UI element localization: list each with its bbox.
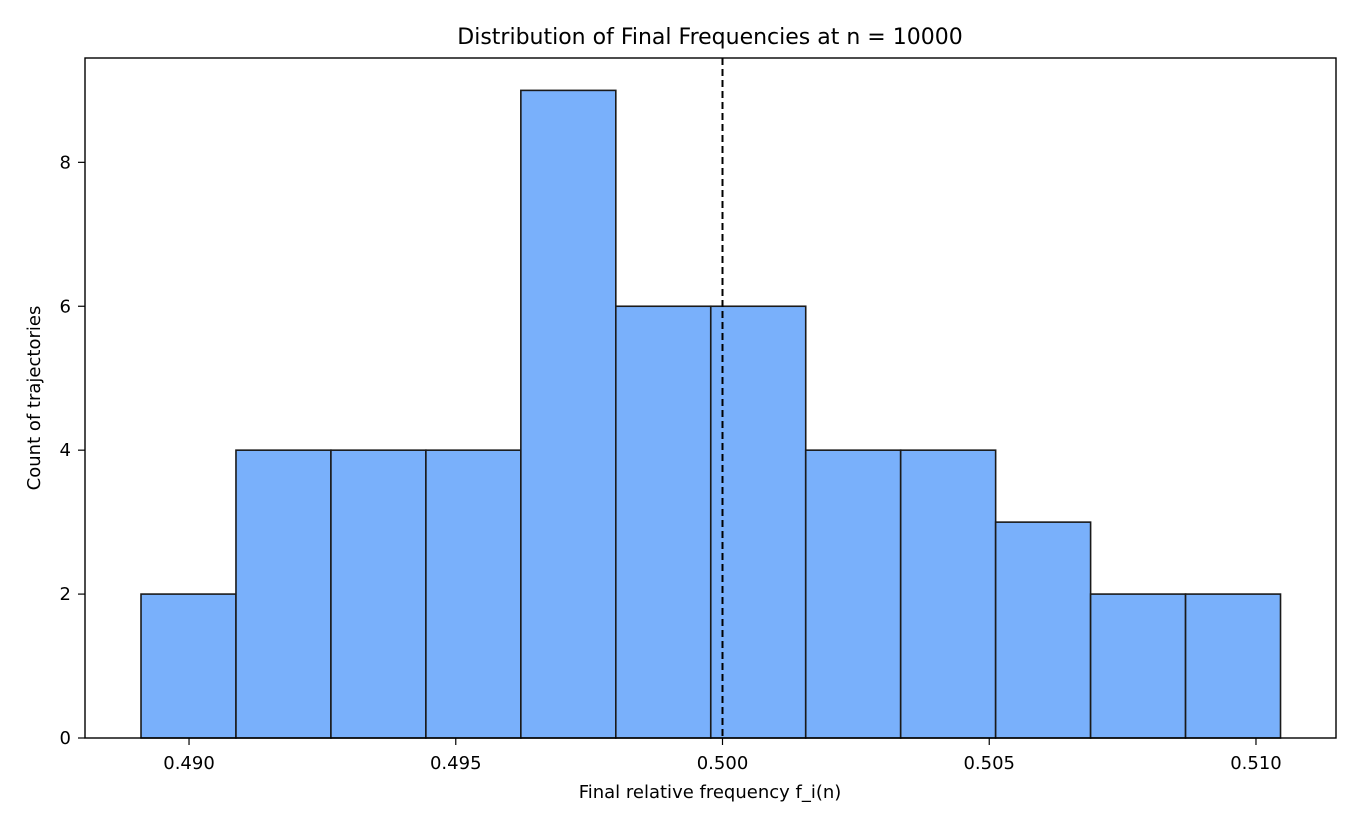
y-tick-label: 4 bbox=[60, 440, 71, 461]
histogram-bar bbox=[615, 305, 712, 739]
x-tick-label: 0.505 bbox=[963, 753, 1015, 774]
histogram-bar bbox=[804, 449, 902, 739]
y-tick-label: 0 bbox=[60, 728, 71, 749]
histogram-bar bbox=[899, 449, 997, 739]
histogram-bar bbox=[1089, 593, 1187, 739]
histogram-bar bbox=[1184, 593, 1282, 739]
y-tick-label: 6 bbox=[60, 296, 71, 317]
bars-group bbox=[140, 89, 1282, 739]
histogram-bar bbox=[235, 449, 332, 739]
x-tick-label: 0.500 bbox=[697, 753, 749, 774]
histogram-bar bbox=[709, 305, 807, 739]
x-tick-label: 0.495 bbox=[430, 753, 482, 774]
x-tick-label: 0.490 bbox=[163, 753, 215, 774]
histogram-bar bbox=[994, 521, 1092, 739]
y-tick-label: 8 bbox=[60, 152, 71, 173]
y-axis-title: Count of trajectories bbox=[24, 306, 45, 491]
x-axis-title: Final relative frequency f_i(n) bbox=[579, 782, 842, 803]
histogram-bar bbox=[520, 89, 617, 739]
chart-title: Distribution of Final Frequencies at n =… bbox=[457, 25, 962, 50]
x-tick-label: 0.510 bbox=[1230, 753, 1282, 774]
histogram-bar bbox=[330, 449, 427, 739]
x-axis-ticks: 0.490 0.495 0.500 0.505 0.510 bbox=[163, 738, 1282, 774]
histogram-bar bbox=[140, 593, 237, 739]
plot-frame bbox=[84, 57, 1337, 739]
y-tick-label: 2 bbox=[60, 584, 71, 605]
y-axis-ticks: 0 2 4 6 8 bbox=[60, 152, 85, 749]
histogram-bar bbox=[425, 449, 522, 739]
